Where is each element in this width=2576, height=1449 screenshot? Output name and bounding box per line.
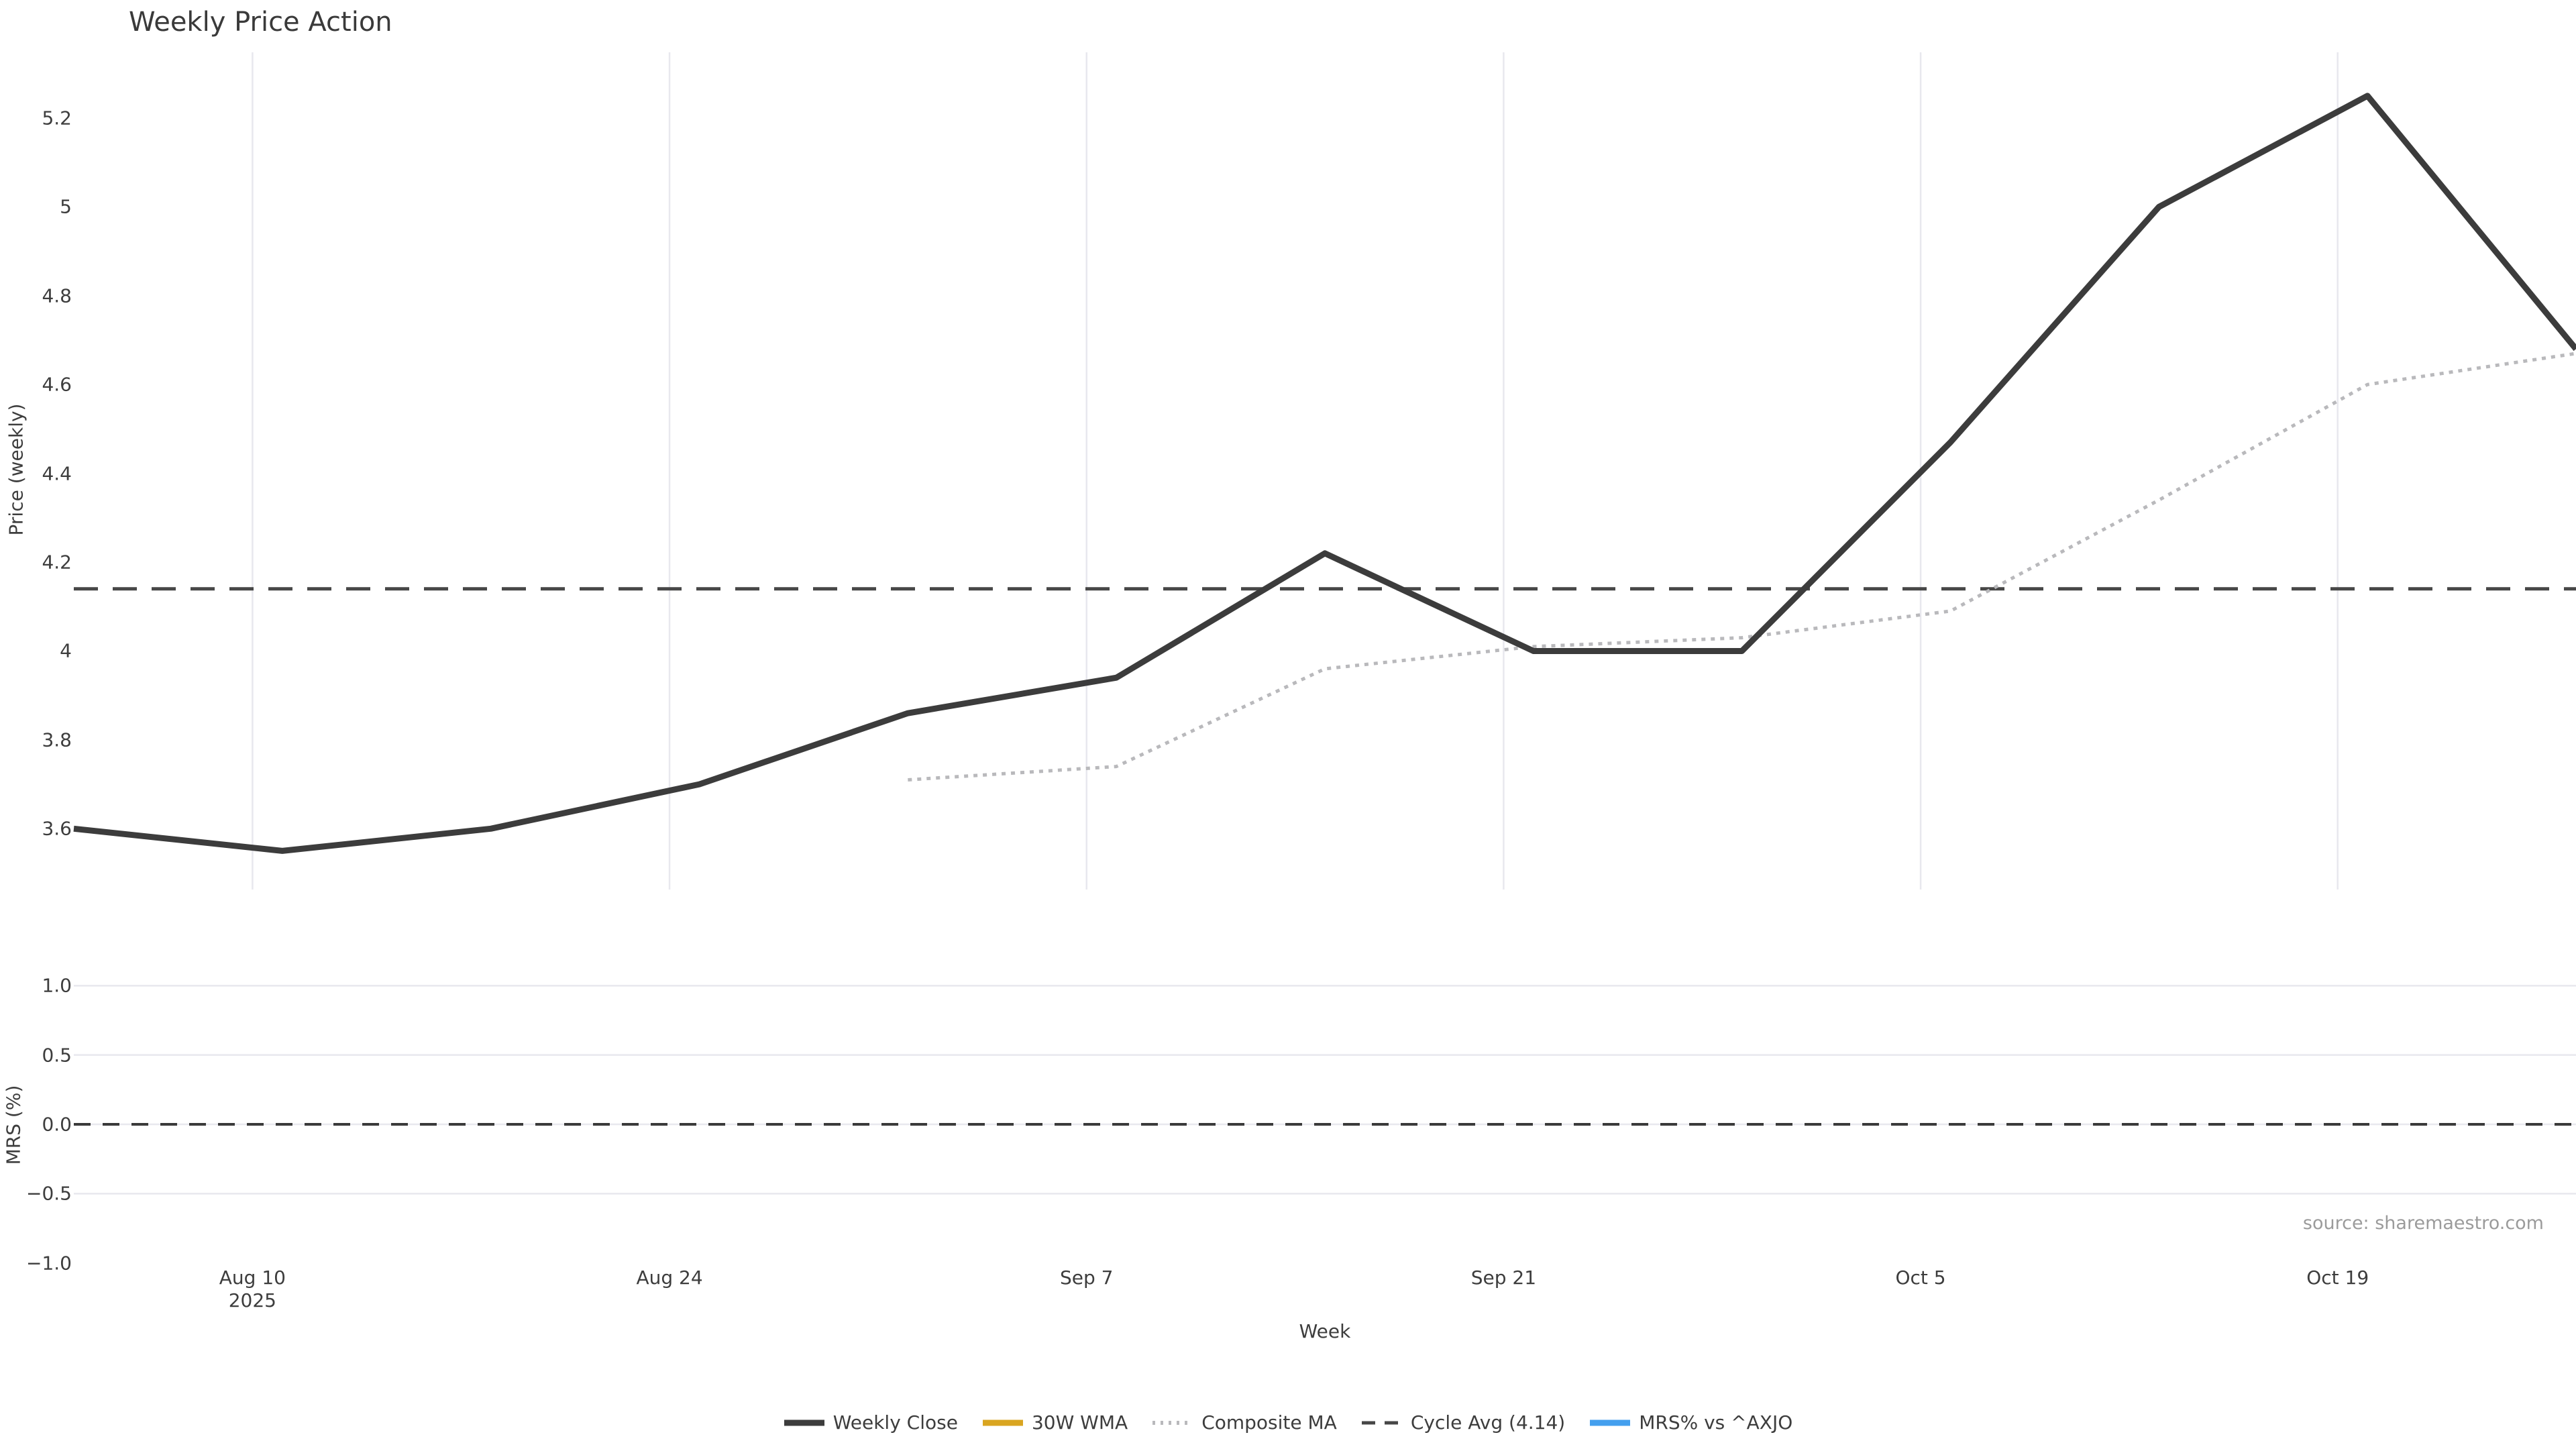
legend-item: Composite MA [1152,1411,1337,1434]
weekly-close-line [73,93,2576,854]
legend: Weekly Close 30W WMA Composite MA Cycle Avg… [0,1411,2576,1434]
legend-label: 30W WMA [1031,1411,1128,1434]
legend-swatch-solid [1590,1419,1631,1426]
legend-swatch-solid [784,1419,824,1426]
legend-item: 30W WMA [982,1411,1128,1434]
y-tick-label: −1.0 [26,1252,72,1275]
x-tick-label: Aug 24 [636,1267,703,1289]
y-tick-label: 5 [60,195,72,218]
legend-label: Composite MA [1201,1411,1337,1434]
x-tick-label: Oct 5 [1895,1267,1946,1289]
y-tick-label: 4.2 [42,551,72,574]
composite-ma-line [908,352,2576,782]
y-tick-label: 4.6 [42,373,72,396]
y-tick-label: 5.2 [42,107,72,129]
y-tick-label: 3.8 [42,729,72,751]
x-tick-label: Sep 7 [1059,1267,1114,1289]
source-note: source: sharemaestro.com [2302,1213,2544,1234]
legend-item: Weekly Close [784,1411,958,1434]
y-tick-label: 4 [60,639,72,662]
legend-item: Cycle Avg (4.14) [1361,1411,1565,1434]
y-tick-label: 4.4 [42,462,72,485]
x-tick-label: Sep 21 [1470,1267,1537,1289]
y-tick-label: 3.6 [42,817,72,840]
legend-label: MRS% vs ^AXJO [1639,1411,1793,1434]
y-tick-label: 1.0 [42,974,72,997]
y-tick-label: 0.5 [42,1044,72,1067]
legend-swatch-dotted [1152,1420,1193,1425]
x-tick-label: Aug 10 2025 [219,1267,286,1311]
x-tick-label: Oct 19 [2306,1267,2369,1289]
legend-item: MRS% vs ^AXJO [1589,1411,1792,1434]
y-tick-label: −0.5 [26,1182,72,1205]
legend-label: Weekly Close [833,1411,958,1434]
chart-title: Weekly Price Action [129,7,392,38]
x-axis-label: Week [1299,1320,1351,1342]
y-tick-label: 4.8 [42,284,72,307]
legend-label: Cycle Avg (4.14) [1410,1411,1566,1434]
y-tick-label: 0.0 [42,1113,72,1136]
legend-swatch-solid [982,1419,1023,1426]
legend-swatch-dashed [1361,1421,1402,1424]
